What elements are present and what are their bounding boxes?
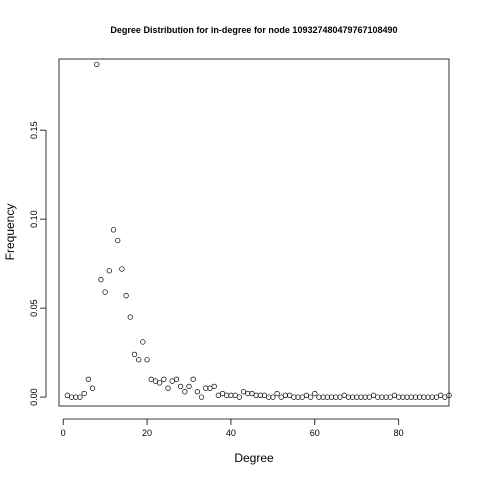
data-point	[73, 394, 79, 400]
y-axis: 0.00 0.05 0.10 0.15	[29, 121, 47, 406]
y-tick-label: 0.15	[29, 121, 39, 139]
y-tick-label: 0.10	[29, 210, 39, 228]
data-point	[295, 394, 301, 400]
plot-frame	[58, 58, 450, 407]
data-point	[328, 394, 335, 400]
data-point	[379, 394, 385, 400]
data-point	[412, 394, 419, 400]
data-point	[102, 289, 108, 295]
data-point	[282, 392, 289, 398]
data-points	[64, 61, 452, 400]
x-tick-label: 60	[310, 428, 320, 438]
data-point	[236, 394, 242, 400]
data-point	[408, 394, 414, 400]
data-point	[77, 394, 83, 400]
data-point	[136, 357, 142, 363]
data-point	[140, 339, 146, 345]
data-point	[228, 392, 234, 398]
data-point	[115, 237, 121, 244]
data-point	[106, 268, 112, 274]
x-axis-label: Degree	[234, 451, 274, 465]
data-point	[123, 293, 129, 299]
x-tick-label: 20	[142, 428, 152, 438]
data-point	[186, 383, 192, 390]
x-tick-label: 0	[61, 428, 66, 438]
data-point	[156, 380, 163, 386]
x-tick-label: 40	[226, 428, 236, 438]
data-point	[400, 394, 406, 400]
data-point	[349, 394, 356, 400]
data-point	[98, 277, 104, 283]
data-point	[270, 394, 276, 400]
data-point	[416, 394, 423, 400]
data-point	[446, 392, 452, 398]
data-point	[383, 394, 389, 400]
data-point	[396, 394, 402, 400]
data-point	[81, 390, 87, 397]
data-point	[245, 390, 251, 397]
data-point	[198, 394, 205, 400]
data-point	[89, 385, 96, 391]
data-point	[224, 392, 230, 398]
data-point	[425, 394, 431, 400]
data-point	[165, 385, 171, 391]
data-point	[333, 394, 339, 400]
data-point	[194, 389, 201, 395]
data-point	[291, 394, 297, 400]
data-point	[358, 394, 364, 400]
data-point	[320, 394, 326, 400]
data-point	[421, 394, 427, 400]
data-point	[144, 357, 150, 363]
y-tick-label: 0.05	[29, 299, 39, 317]
data-point	[375, 394, 381, 400]
y-axis-label: Frequency	[3, 204, 17, 261]
data-point	[211, 383, 217, 390]
data-point	[177, 383, 184, 390]
data-point	[110, 227, 117, 233]
data-point	[173, 376, 180, 382]
data-point	[429, 394, 435, 400]
data-point	[119, 266, 125, 272]
data-point	[190, 376, 196, 382]
data-point	[274, 390, 280, 397]
x-axis: 0 20 40 60 80	[61, 418, 404, 438]
data-point	[161, 376, 167, 382]
data-point	[345, 394, 352, 400]
data-point	[324, 394, 331, 400]
data-point	[354, 394, 360, 400]
data-point	[312, 390, 318, 397]
chart-title: Degree Distribution for in-degree for no…	[110, 25, 397, 35]
data-point	[253, 392, 259, 398]
data-point	[182, 389, 188, 395]
data-point	[257, 392, 263, 398]
data-point	[68, 394, 75, 400]
y-tick-label: 0.00	[29, 388, 39, 406]
data-point	[266, 394, 272, 400]
data-point	[127, 314, 133, 320]
data-point	[404, 394, 410, 400]
x-tick-label: 80	[394, 428, 404, 438]
data-point	[131, 351, 138, 358]
data-point	[85, 376, 92, 382]
data-point	[203, 385, 209, 391]
data-point	[316, 394, 322, 400]
data-point	[307, 394, 314, 400]
data-point	[94, 61, 100, 67]
data-point	[362, 394, 368, 400]
